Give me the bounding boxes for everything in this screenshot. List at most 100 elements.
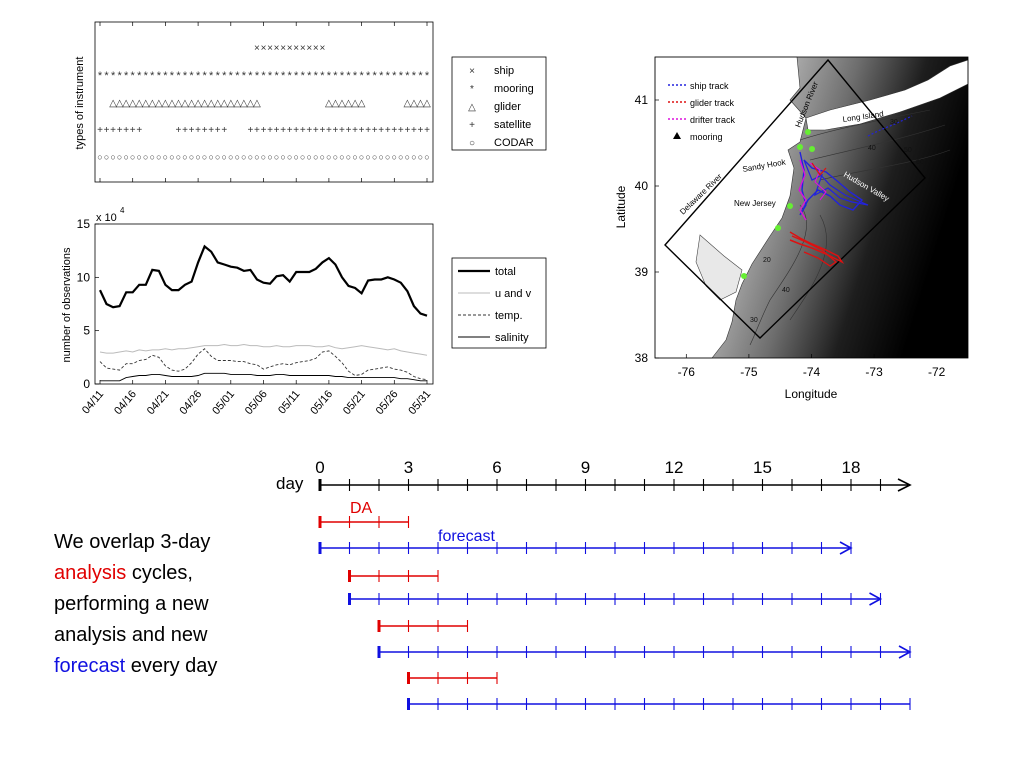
instrument-marker-CODAR: ○ xyxy=(346,152,351,162)
mooring-marker xyxy=(787,203,793,209)
mooring-marker xyxy=(741,273,747,279)
instrument-marker-CODAR: ○ xyxy=(339,152,344,162)
instrument-marker-glider: △ xyxy=(358,98,366,109)
mooring-marker xyxy=(775,225,781,231)
instrument-marker-CODAR: ○ xyxy=(241,152,246,162)
obs-series-total xyxy=(99,244,428,317)
instrument-marker-mooring: * xyxy=(131,70,136,82)
instrument-marker-ship: × xyxy=(254,43,260,54)
instrument-marker-CODAR: ○ xyxy=(110,152,115,162)
instrument-marker-CODAR: ○ xyxy=(143,152,148,162)
instrument-marker-glider: △ xyxy=(227,98,235,109)
instrument-marker-satellite: + xyxy=(346,125,352,136)
instrument-marker-satellite: + xyxy=(306,125,312,136)
ship-track-cross xyxy=(803,159,869,206)
instrument-marker-mooring: * xyxy=(392,70,397,82)
instrument-marker-mooring: * xyxy=(405,70,410,82)
obs-xtick-label: 05/26 xyxy=(374,388,401,417)
instrument-marker-CODAR: ○ xyxy=(293,152,298,162)
obs-ytick-label: 10 xyxy=(77,270,91,284)
instrument-legend-marker: △ xyxy=(468,102,476,113)
instrument-marker-mooring: * xyxy=(124,70,129,82)
instrument-marker-mooring: * xyxy=(222,70,227,82)
instrument-marker-mooring: * xyxy=(216,70,221,82)
instrument-marker-satellite: + xyxy=(221,125,227,136)
obs-legend-label: u and v xyxy=(495,288,532,300)
instrument-marker-glider: △ xyxy=(240,98,248,109)
instrument-marker-CODAR: ○ xyxy=(326,152,331,162)
instrument-legend-marker: ○ xyxy=(469,138,475,149)
instrument-marker-CODAR: ○ xyxy=(189,152,194,162)
map-contour-label-20: 20 xyxy=(763,257,771,264)
instrument-marker-CODAR: ○ xyxy=(117,152,122,162)
instrument-marker-glider: △ xyxy=(247,98,255,109)
instrument-marker-satellite: + xyxy=(182,125,188,136)
obs-xtick-label: 05/31 xyxy=(406,388,433,417)
instrument-marker-mooring: * xyxy=(98,70,103,82)
instrument-marker-glider: △ xyxy=(175,98,183,109)
map-legend-mooring-marker xyxy=(673,132,681,139)
instrument-marker-glider: △ xyxy=(345,98,353,109)
instrument-marker-CODAR: ○ xyxy=(372,152,377,162)
instrument-marker-ship: × xyxy=(287,43,293,54)
instrument-marker-satellite: + xyxy=(352,125,358,136)
instrument-marker-mooring: * xyxy=(111,70,116,82)
caption-analysis-word: analysis xyxy=(54,562,127,584)
instrument-marker-mooring: * xyxy=(359,70,364,82)
map-ytick-label: 41 xyxy=(635,93,649,107)
instrument-marker-CODAR: ○ xyxy=(424,152,429,162)
instrument-marker-ship: × xyxy=(300,43,306,54)
obs-xtick-label: 05/21 xyxy=(341,388,368,417)
timeline-tick-label: 12 xyxy=(665,458,684,477)
instrument-marker-CODAR: ○ xyxy=(202,152,207,162)
instrument-marker-glider: △ xyxy=(201,98,209,109)
instrument-legend-label: glider xyxy=(494,101,521,113)
instrument-marker-satellite: + xyxy=(261,125,267,136)
timeline-tick-label: 9 xyxy=(581,458,590,477)
instrument-legend-box xyxy=(451,56,547,151)
instrument-marker-glider: △ xyxy=(404,98,412,109)
instrument-marker-mooring: * xyxy=(183,70,188,82)
instrument-plot-frame xyxy=(94,21,434,183)
obs-ytick-label: 5 xyxy=(83,324,90,338)
instrument-marker-glider: △ xyxy=(207,98,215,109)
land-area xyxy=(654,56,807,359)
instrument-marker-CODAR: ○ xyxy=(405,152,410,162)
instrument-marker-CODAR: ○ xyxy=(248,152,253,162)
obs-legend-label: salinity xyxy=(495,332,529,344)
instrument-marker-mooring: * xyxy=(353,70,358,82)
instrument-marker-mooring: * xyxy=(366,70,371,82)
instrument-marker-satellite: + xyxy=(189,125,195,136)
timeline-chart: day 0 3 6 9 12 15 18 DA forecast xyxy=(276,458,912,710)
obs-xtick-label: 05/16 xyxy=(308,388,335,417)
instrument-marker-glider: △ xyxy=(116,98,124,109)
obs-ytick-label: 15 xyxy=(77,217,91,231)
instrument-marker-mooring: * xyxy=(163,70,168,82)
obs-xtick-label: 04/21 xyxy=(145,388,172,417)
instrument-marker-CODAR: ○ xyxy=(365,152,370,162)
instrument-marker-mooring: * xyxy=(261,70,266,82)
instrument-marker-CODAR: ○ xyxy=(333,152,338,162)
map-chart: -76 -75 -74 -73 -72 38 39 40 41 Longitude Latitu… xyxy=(614,56,969,401)
instrument-marker-mooring: * xyxy=(209,70,214,82)
instrument-marker-satellite: + xyxy=(123,125,129,136)
instrument-marker-CODAR: ○ xyxy=(156,152,161,162)
instrument-marker-satellite: + xyxy=(378,125,384,136)
instrument-marker-CODAR: ○ xyxy=(104,152,109,162)
instrument-marker-satellite: + xyxy=(136,125,142,136)
instrument-marker-satellite: + xyxy=(130,125,136,136)
instrument-marker-satellite: + xyxy=(326,125,332,136)
instrument-marker-glider: △ xyxy=(220,98,228,109)
map-legend-label: ship track xyxy=(690,81,729,91)
instrument-marker-ship: × xyxy=(306,43,312,54)
instrument-marker-satellite: + xyxy=(117,125,123,136)
instrument-marker-glider: △ xyxy=(168,98,176,109)
instrument-marker-mooring: * xyxy=(229,70,234,82)
instrument-marker-glider: △ xyxy=(423,98,431,109)
instrument-marker-satellite: + xyxy=(424,125,430,136)
instrument-marker-satellite: + xyxy=(359,125,365,136)
instrument-marker-CODAR: ○ xyxy=(195,152,200,162)
instrument-marker-mooring: * xyxy=(176,70,181,82)
instrument-marker-ship: × xyxy=(274,43,280,54)
instrument-marker-mooring: * xyxy=(327,70,332,82)
